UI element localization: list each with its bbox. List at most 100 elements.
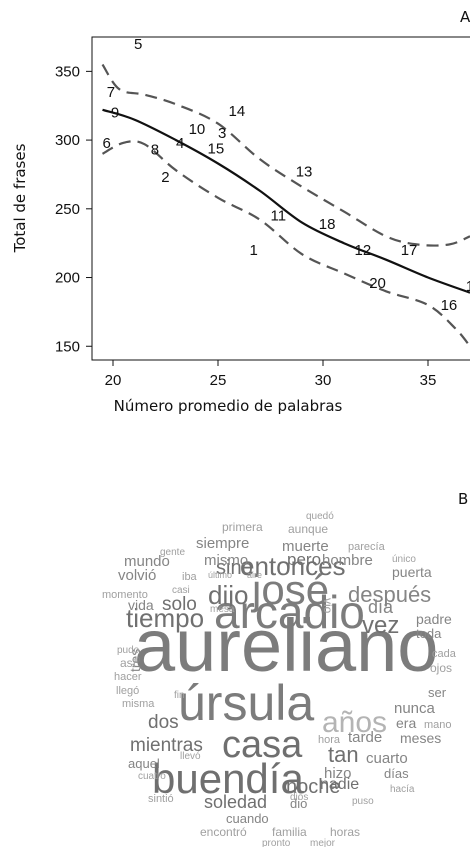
cloud-word: puerta: [392, 564, 432, 580]
data-point-label: 11: [271, 208, 287, 225]
cloud-word: aire: [247, 570, 262, 580]
cloud-word: días: [384, 766, 409, 781]
cloud-word: soledad: [204, 792, 267, 812]
y-tick-label: 350: [55, 63, 80, 80]
cloud-word: después: [348, 582, 431, 607]
x-tick-label: 35: [420, 372, 437, 389]
cloud-word: así: [120, 656, 137, 670]
data-point-label: 1: [250, 242, 258, 259]
cloud-word: día: [368, 597, 394, 617]
cloud-word: momento: [102, 589, 148, 601]
cloud-word: encontró: [200, 825, 247, 839]
cloud-word: solo: [162, 594, 197, 615]
cloud-word: era: [396, 715, 416, 731]
panel-label-a: A: [460, 8, 470, 26]
cloud-word: aureliano: [134, 604, 438, 687]
cloud-word: ojos: [430, 661, 452, 675]
cloud-word: vio: [321, 598, 335, 614]
cloud-word: tiempo: [126, 603, 204, 633]
cloud-word: cada: [432, 648, 457, 660]
cloud-word: úrsula: [178, 675, 314, 731]
cloud-word: horas: [330, 825, 360, 839]
cloud-word: primera: [222, 520, 263, 534]
data-point-label: 17: [401, 242, 418, 259]
y-tick-label: 300: [55, 132, 80, 149]
wordcloud-panel: B aurelianoarcadioúrsulabuendíajosécasaa…: [102, 490, 468, 847]
cloud-word: mejor: [310, 838, 336, 847]
cloud-word: dijo: [208, 580, 248, 610]
data-point-label: 15: [208, 140, 225, 157]
cloud-word: ser: [428, 685, 447, 700]
data-point-label: 5: [134, 36, 142, 53]
cloud-word: iba: [182, 571, 198, 583]
x-tick-label: 30: [315, 372, 332, 389]
cloud-word: siempre: [196, 535, 249, 552]
data-point-label: 16: [441, 297, 458, 314]
y-tick-label: 150: [55, 338, 80, 355]
cloud-word: casa: [222, 724, 303, 766]
cloud-word: gente: [160, 547, 185, 558]
cloud-word: nadie: [320, 776, 359, 793]
cloud-word: noche: [286, 776, 341, 798]
y-axis: 150 200 250 300 350: [55, 63, 92, 355]
cloud-word: hora: [318, 734, 341, 746]
cloud-word: toda: [416, 626, 442, 641]
cloud-word: josé: [250, 566, 329, 613]
x-tick-label: 25: [210, 372, 227, 389]
data-point-label: 4: [176, 135, 184, 152]
cloud-word: sino: [216, 557, 253, 579]
cloud-word: pero: [287, 550, 321, 569]
data-point-label: 6: [103, 135, 111, 152]
cloud-word: puso: [352, 796, 374, 807]
x-axis: 20 25 30 35: [105, 360, 437, 389]
cloud-word: vida: [128, 597, 154, 613]
cloud-word: cuando: [226, 811, 269, 826]
cloud-word: tres: [127, 649, 143, 672]
cloud-word: hacía: [390, 784, 415, 795]
point-labels: 1234567891011121314151617181920: [103, 36, 470, 314]
y-tick-label: 200: [55, 270, 80, 287]
cloud-word: dios: [290, 792, 308, 803]
cloud-word: hizo: [324, 765, 352, 782]
panel-label-b: B: [458, 490, 468, 508]
cloud-word: misma: [122, 698, 155, 710]
cloud-word: llegó: [116, 685, 139, 697]
cloud-word: padre: [416, 611, 452, 627]
cloud-word: hombre: [322, 552, 373, 569]
data-point-label: 13: [296, 164, 313, 181]
cloud-word: parecía: [348, 541, 386, 553]
cloud-word: mano: [424, 719, 452, 731]
data-point-label: 18: [319, 216, 336, 233]
cloud-word: mismo: [204, 552, 248, 569]
cloud-word: aunque: [288, 522, 328, 536]
cloud-word: muerte: [282, 538, 329, 555]
y-tick-label: 250: [55, 201, 80, 218]
data-point-label: 9: [111, 105, 119, 122]
data-point-label: 3: [218, 125, 226, 142]
cloud-word: casi: [172, 585, 190, 596]
cloud-word: meses: [400, 730, 441, 746]
y-axis-title: Total de frases: [11, 143, 29, 253]
data-point-label: 19: [466, 278, 470, 295]
data-point-label: 10: [189, 121, 206, 138]
cloud-word: último: [208, 570, 232, 580]
cloud-word: aquel: [128, 756, 160, 771]
cloud-word: familia: [272, 825, 307, 839]
confidence-band-upper: [101, 63, 470, 247]
cloud-word: tarde: [348, 729, 382, 746]
cloud-word: fin: [174, 690, 185, 701]
x-tick-label: 20: [105, 372, 122, 389]
data-point-label: 2: [161, 169, 169, 186]
x-axis-title: Número promedio de palabras: [114, 397, 343, 415]
cloud-word: mundo: [124, 553, 170, 570]
cloud-word: pudo: [117, 645, 140, 656]
confidence-band-lower: [101, 140, 470, 347]
cloud-word: dos: [148, 712, 179, 733]
cloud-word: cuarto: [366, 750, 408, 767]
cloud-word: dio: [290, 796, 307, 811]
cloud-word: hacer: [114, 671, 142, 683]
data-point-label: 14: [229, 103, 246, 120]
cloud-word: entonces: [240, 551, 346, 581]
